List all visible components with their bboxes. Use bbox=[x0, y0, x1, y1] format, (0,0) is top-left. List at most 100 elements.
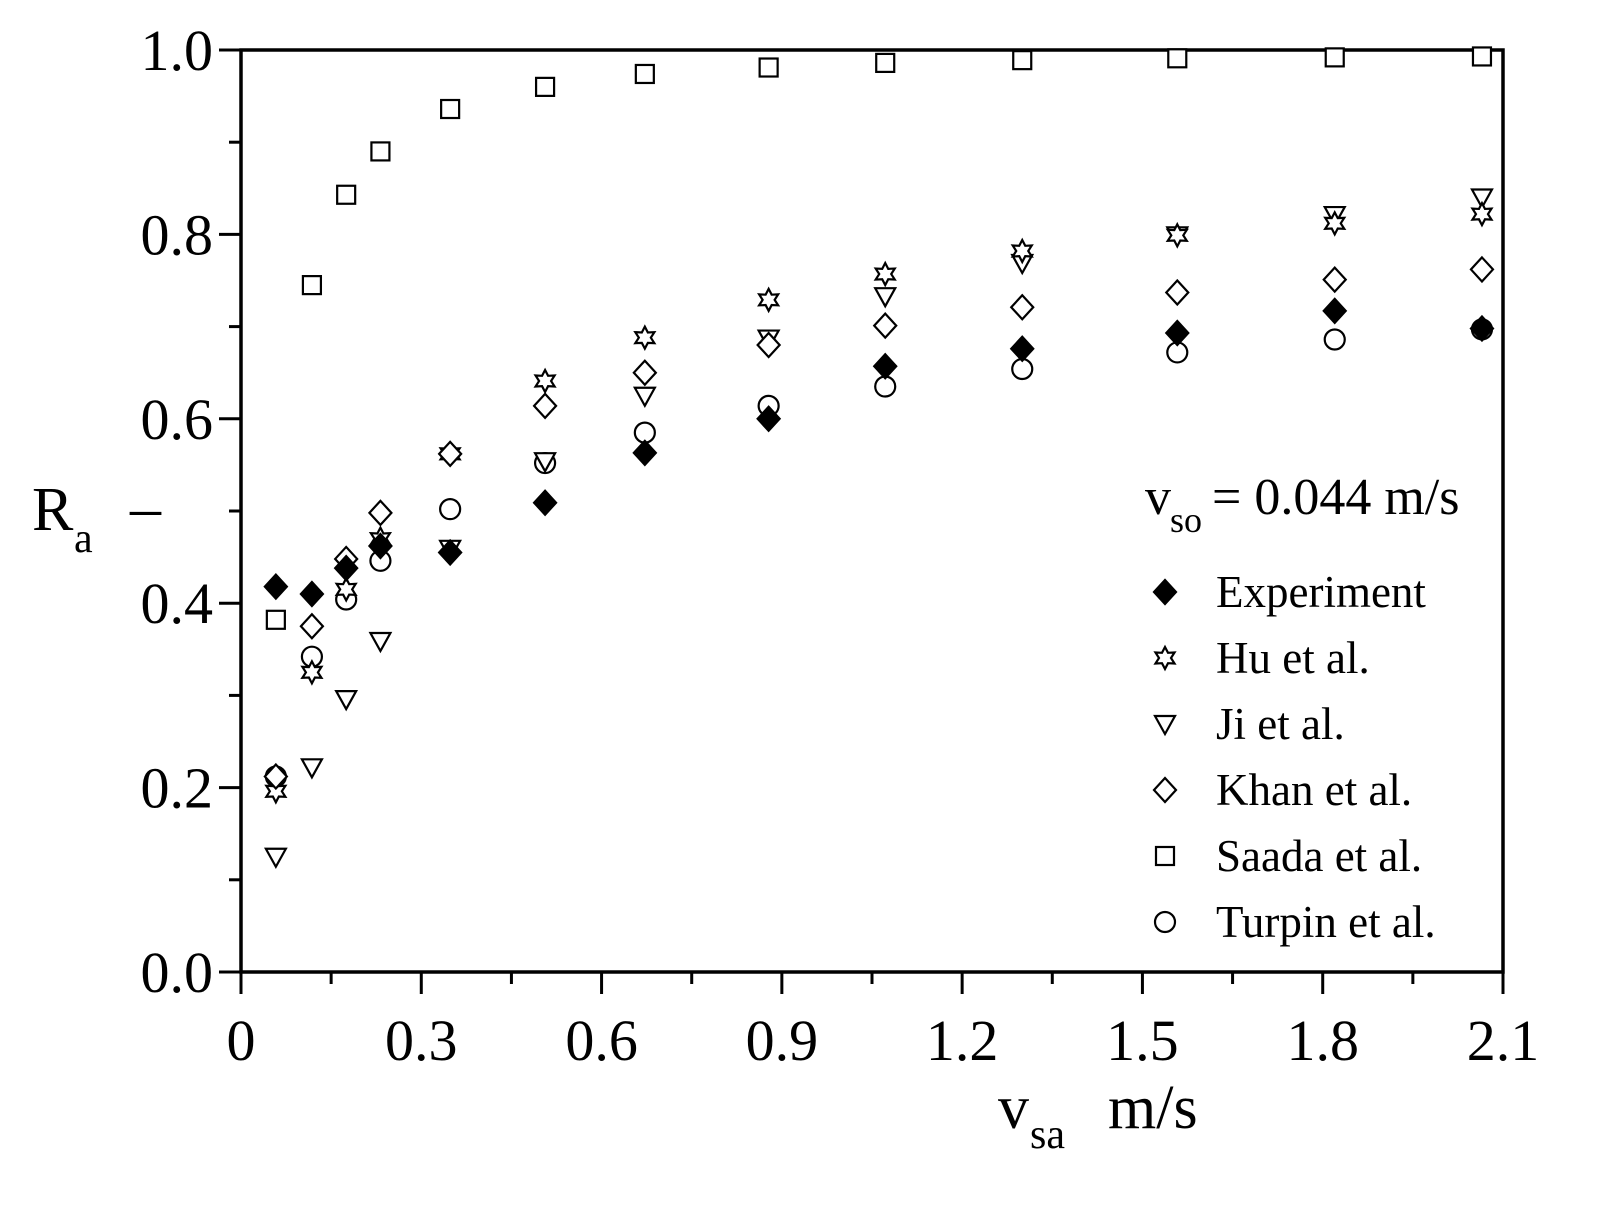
data-point bbox=[1009, 335, 1035, 363]
series-saada-et-al bbox=[265, 46, 1493, 630]
x-tick-label: 1.5 bbox=[1106, 1008, 1179, 1073]
data-point bbox=[437, 538, 463, 567]
data-point bbox=[1469, 314, 1495, 343]
y-tick-label: 0.4 bbox=[141, 571, 214, 636]
tick-marks bbox=[219, 48, 1505, 994]
data-point bbox=[1470, 188, 1494, 210]
data-point bbox=[1012, 50, 1033, 71]
data-point bbox=[534, 76, 556, 97]
data-point bbox=[634, 63, 655, 85]
y-axis-unit: – bbox=[129, 474, 162, 542]
data-point bbox=[533, 452, 557, 474]
x-tick-label: 1.2 bbox=[926, 1008, 999, 1073]
annotation-subscript: so bbox=[1170, 500, 1202, 540]
data-point bbox=[873, 260, 897, 288]
data-point bbox=[333, 554, 359, 582]
data-point bbox=[632, 439, 658, 467]
data-point bbox=[299, 612, 325, 640]
data-point bbox=[532, 392, 558, 420]
data-point bbox=[263, 572, 289, 601]
data-point bbox=[336, 184, 357, 205]
x-axis-label: v bbox=[998, 1074, 1029, 1142]
data-point bbox=[758, 57, 779, 78]
x-tick-label: 1.8 bbox=[1286, 1008, 1359, 1073]
y-axis-label: R bbox=[32, 476, 74, 544]
data-point bbox=[367, 499, 393, 527]
data-point bbox=[1167, 48, 1188, 69]
data-point bbox=[756, 405, 782, 433]
x-axis-label-subscript: sa bbox=[1030, 1112, 1065, 1158]
data-point bbox=[437, 440, 463, 468]
legend-label: Ji et al. bbox=[1216, 699, 1345, 749]
data-point bbox=[1164, 319, 1190, 347]
data-point bbox=[1165, 221, 1189, 249]
legend-label: Turpin et al. bbox=[1216, 897, 1436, 947]
x-tick-label: 0 bbox=[227, 1008, 256, 1073]
data-point bbox=[300, 758, 324, 780]
data-point bbox=[1322, 297, 1348, 325]
data-points bbox=[263, 46, 1495, 870]
y-tick-label: 0.0 bbox=[141, 940, 214, 1005]
data-point bbox=[1323, 328, 1346, 351]
legend-label: Saada et al. bbox=[1216, 831, 1422, 881]
data-point bbox=[1469, 255, 1495, 284]
x-tick-label: 2.1 bbox=[1467, 1008, 1540, 1073]
x-tick-label: 0.3 bbox=[385, 1008, 458, 1073]
legend-label: Hu et al. bbox=[1216, 633, 1370, 683]
data-point bbox=[264, 777, 288, 805]
data-point bbox=[633, 324, 657, 352]
y-axis-label-subscript: a bbox=[74, 516, 93, 562]
data-point bbox=[299, 580, 325, 608]
legend: Experiment Hu et al. Ji et al. Khan et al. S… bbox=[1152, 567, 1436, 947]
legend-marker bbox=[1153, 910, 1177, 934]
legend-marker bbox=[1153, 714, 1177, 737]
legend-marker bbox=[1152, 776, 1178, 804]
data-point bbox=[533, 367, 557, 395]
y-tick-label: 0.8 bbox=[141, 202, 214, 267]
data-point bbox=[440, 98, 461, 120]
x-axis-unit: m/s bbox=[1108, 1074, 1198, 1142]
legend-marker bbox=[1154, 845, 1176, 867]
data-point bbox=[263, 762, 289, 791]
data-point bbox=[1471, 46, 1493, 67]
tick-labels: 0 0.3 0.6 0.9 1.2 1.5 1.8 2.1 0.0 0.2 0.4 0.6 0.8 1.0 bbox=[141, 18, 1540, 1073]
annotation-rest: = 0.044 m/s bbox=[1212, 469, 1459, 526]
legend-label: Experiment bbox=[1216, 567, 1426, 617]
y-tick-label: 1.0 bbox=[141, 18, 214, 83]
data-point bbox=[756, 331, 782, 359]
legend-marker bbox=[1153, 644, 1177, 672]
data-point bbox=[1323, 209, 1347, 237]
y-tick-label: 0.6 bbox=[141, 387, 214, 452]
data-point bbox=[1322, 265, 1348, 294]
data-point bbox=[368, 631, 393, 654]
annotation-main: v bbox=[1145, 469, 1171, 526]
x-tick-label: 0.6 bbox=[565, 1008, 638, 1073]
data-point bbox=[757, 286, 781, 314]
data-point bbox=[1009, 293, 1035, 321]
y-tick-label: 0.2 bbox=[141, 756, 214, 821]
data-point bbox=[300, 658, 324, 686]
data-point bbox=[334, 689, 359, 712]
data-point bbox=[439, 498, 462, 521]
data-point bbox=[370, 141, 391, 162]
data-point bbox=[1010, 237, 1034, 265]
data-point bbox=[873, 287, 898, 309]
data-point bbox=[872, 312, 898, 340]
data-point bbox=[1324, 47, 1345, 68]
data-point bbox=[1470, 200, 1494, 228]
data-point bbox=[875, 52, 896, 74]
legend-label: Khan et al. bbox=[1216, 765, 1412, 815]
series-experiment bbox=[263, 297, 1495, 608]
data-point bbox=[632, 359, 658, 387]
data-point bbox=[334, 575, 358, 603]
legend-marker bbox=[1152, 578, 1178, 606]
data-point bbox=[263, 847, 288, 870]
data-point bbox=[301, 275, 323, 296]
data-point bbox=[265, 609, 286, 630]
data-point bbox=[1164, 278, 1190, 307]
data-point bbox=[367, 532, 393, 560]
data-point bbox=[632, 386, 657, 409]
data-point bbox=[872, 352, 898, 380]
x-tick-label: 0.9 bbox=[746, 1008, 819, 1073]
